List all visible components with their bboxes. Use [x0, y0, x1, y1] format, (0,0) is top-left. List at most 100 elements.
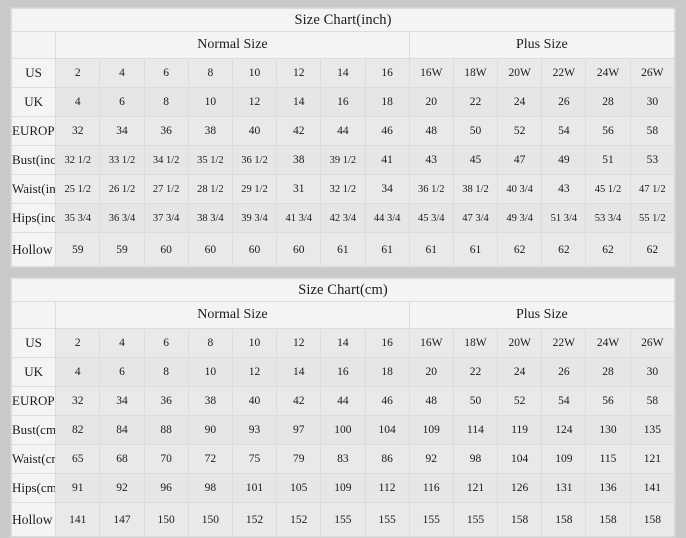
- table-cell: 53 3/4: [585, 203, 631, 233]
- title-row: Size Chart(cm): [11, 278, 675, 302]
- table-cell: 26: [541, 357, 587, 387]
- table-cell: 38: [187, 116, 233, 146]
- table-cell: 158: [497, 502, 543, 537]
- table-cell: 26 1/2: [99, 174, 145, 204]
- table-cell: 98: [187, 473, 233, 503]
- table-cell: 38: [187, 386, 233, 416]
- title-row: Size Chart(inch): [11, 8, 675, 32]
- table-cell: 61: [320, 232, 366, 267]
- table-row: Waist(inch)25 1/226 1/227 1/228 1/229 1/…: [10, 174, 676, 204]
- table-cell: 124: [541, 415, 587, 445]
- table-cell: 61: [408, 232, 454, 267]
- table-cell: 22W: [541, 328, 587, 358]
- table-cell: 97: [276, 415, 322, 445]
- table-cell: 48: [408, 116, 454, 146]
- table-cell: 10: [187, 357, 233, 387]
- table-cell: 75: [231, 444, 278, 474]
- table-cell: 4: [55, 87, 101, 117]
- table-cell: 49 3/4: [497, 203, 543, 233]
- table-cell: 44: [320, 116, 366, 146]
- table-cell: 28 1/2: [187, 174, 233, 204]
- row-label: UK: [10, 357, 57, 387]
- table-cell: 40: [231, 386, 278, 416]
- table-cell: 14: [276, 87, 322, 117]
- table-cell: 25 1/2: [55, 174, 101, 204]
- table-cell: 42 3/4: [320, 203, 366, 233]
- table-cell: 60: [231, 232, 278, 267]
- row-label: Bust(inch): [10, 145, 57, 175]
- table-cell: 62: [585, 232, 631, 267]
- table-cell: 31: [276, 174, 322, 204]
- table-cell: 16: [364, 328, 410, 358]
- table-cell: 59: [99, 232, 145, 267]
- table-cell: 34: [99, 116, 145, 146]
- table-cell: 109: [408, 415, 454, 445]
- table-cell: 18W: [452, 328, 499, 358]
- table-cell: 16: [364, 58, 410, 88]
- table-cell: 51: [585, 145, 631, 175]
- table-cell: 141: [55, 502, 101, 537]
- row-label: EUROPE: [10, 386, 57, 416]
- table-cell: 72: [187, 444, 233, 474]
- table-cell: 8: [143, 357, 189, 387]
- table-cell: 30: [629, 357, 676, 387]
- table-cell: 36: [143, 386, 189, 416]
- table-cell: 79: [276, 444, 322, 474]
- group-header-row: Normal Size Plus Size: [10, 31, 676, 59]
- table-cell: 104: [497, 444, 543, 474]
- table-row: Bust(inch)32 1/233 1/234 1/235 1/236 1/2…: [10, 145, 676, 175]
- table-cell: 24W: [585, 58, 631, 88]
- table-cell: 42: [276, 386, 322, 416]
- table-cell: 101: [231, 473, 278, 503]
- table-cell: 44: [320, 386, 366, 416]
- table-cell: 47: [497, 145, 543, 175]
- table-cell: 10: [187, 87, 233, 117]
- table-row: US 2 4 6 8 10 12 14 16 16W 18W 20W 22W 24W 26W: [10, 328, 676, 358]
- table-cell: 114: [452, 415, 499, 445]
- table-cell: 6: [99, 87, 145, 117]
- table-cell: 8: [187, 58, 233, 88]
- table-cell: 32: [55, 116, 101, 146]
- table-cell: 2: [55, 328, 101, 358]
- table-cell: 100: [320, 415, 366, 445]
- table-cell: 60: [276, 232, 322, 267]
- table-cell: 36: [143, 116, 189, 146]
- table-cell: 45: [452, 145, 499, 175]
- table-cell: 158: [629, 502, 676, 537]
- row-label: Hips(cm): [10, 473, 57, 503]
- chart-title: Size Chart(inch): [11, 8, 675, 32]
- table-cell: 152: [276, 502, 322, 537]
- table-cell: 61: [452, 232, 499, 267]
- table-cell: 43: [541, 174, 587, 204]
- table-cell: 36 3/4: [99, 203, 145, 233]
- table-cell: 24: [497, 357, 543, 387]
- table-cell: 39 1/2: [320, 145, 366, 175]
- table-cell: 47 1/2: [629, 174, 676, 204]
- table-cell: 20W: [497, 328, 543, 358]
- table-cell: 4: [99, 328, 145, 358]
- table-cell: 56: [585, 386, 631, 416]
- table-cell: 14: [320, 328, 366, 358]
- row-label: Hollow to Floor(cm): [10, 502, 57, 537]
- table-cell: 158: [585, 502, 631, 537]
- table-cell: 43: [408, 145, 454, 175]
- table-cell: 14: [276, 357, 322, 387]
- table-cell: 121: [629, 444, 676, 474]
- table-cell: 58: [629, 386, 676, 416]
- table-cell: 135: [629, 415, 676, 445]
- table-cell: 39 3/4: [231, 203, 278, 233]
- table-cell: 16: [320, 87, 366, 117]
- group-header-normal-size: Normal Size: [55, 31, 410, 59]
- size-chart-block: Size Chart(cm) Normal Size Plus Size US 2 4 6 8…: [10, 277, 676, 538]
- table-cell: 32 1/2: [55, 145, 101, 175]
- table-cell: 32: [55, 386, 101, 416]
- table-cell: 49: [541, 145, 587, 175]
- group-header-spacer: [10, 31, 57, 59]
- table-cell: 60: [187, 232, 233, 267]
- table-cell: 54: [541, 386, 587, 416]
- table-cell: 41 3/4: [276, 203, 322, 233]
- table-cell: 2: [55, 58, 101, 88]
- table-cell: 62: [541, 232, 587, 267]
- table-cell: 92: [408, 444, 454, 474]
- table-cell: 82: [55, 415, 101, 445]
